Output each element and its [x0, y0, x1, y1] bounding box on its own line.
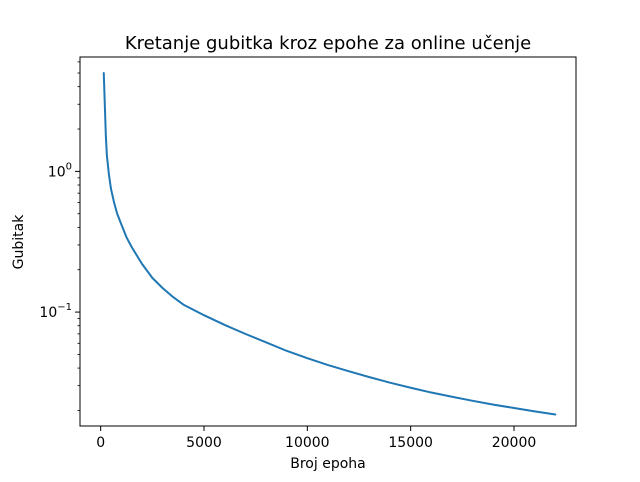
x-tick-label: 15000 [388, 435, 433, 451]
plot-area-frame [79, 56, 577, 427]
x-tick-label: 0 [96, 435, 105, 451]
y-tick-label: 10−1 [39, 302, 72, 321]
x-axis-ticks: 0 5000 10000 15000 20000 [96, 426, 536, 451]
series-layer [102, 72, 557, 416]
x-tick-label: 20000 [492, 435, 537, 451]
loss-series-line [102, 72, 557, 416]
x-tick-label: 10000 [285, 435, 330, 451]
y-tick-label: 100 [48, 161, 72, 180]
y-axis-ticks: 10−1 100 [39, 61, 80, 411]
chart-title: Kretanje gubitka kroz epohe za online uč… [125, 33, 531, 54]
y-axis-label: Gubitak [11, 214, 27, 270]
x-tick-label: 5000 [186, 435, 222, 451]
x-axis-label: Broj epoha [290, 456, 365, 472]
